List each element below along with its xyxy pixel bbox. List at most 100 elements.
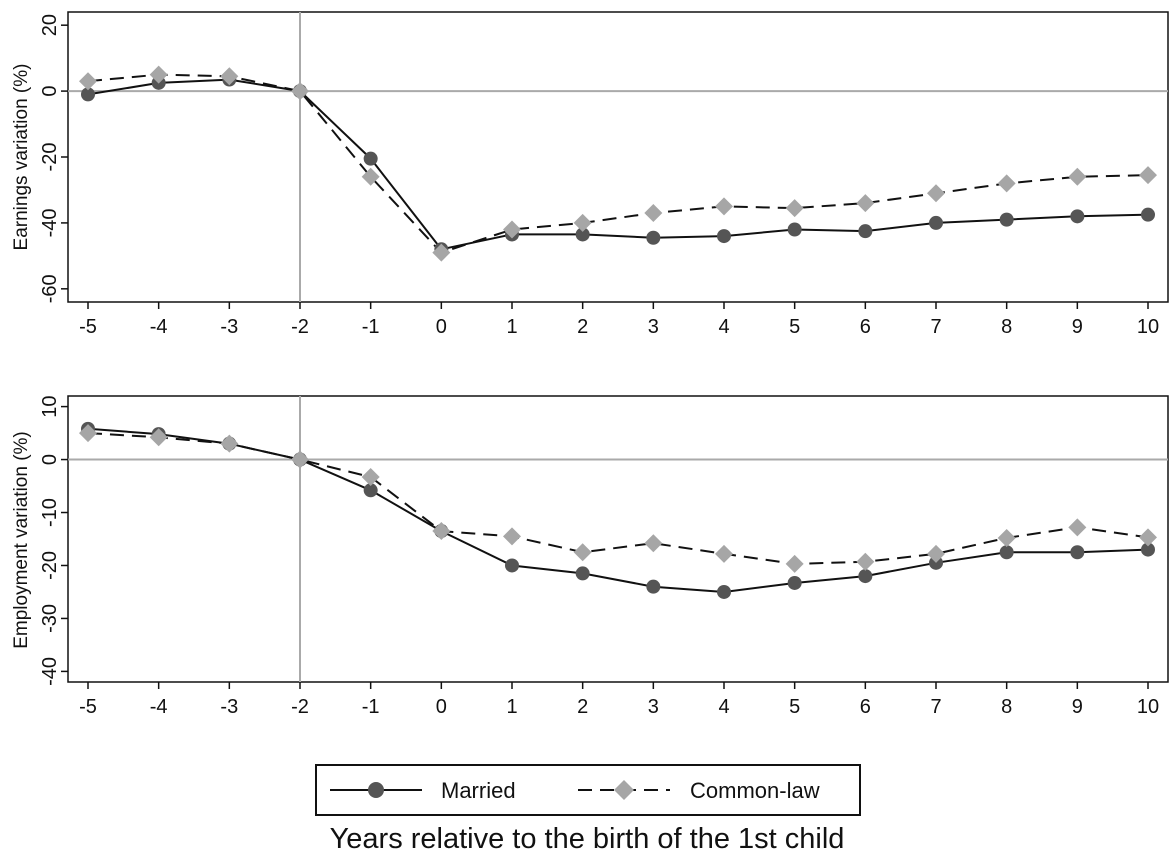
earnings-series-line-common-law [87, 73, 1149, 254]
employment-x-tick-label: 0 [436, 696, 447, 718]
employment-y-axis-title: Employment variation (%) [11, 431, 32, 649]
employment-x-tick-label: -5 [79, 696, 97, 718]
employment-x-tick-label: 7 [930, 696, 941, 718]
employment-point-common-law [644, 534, 663, 553]
earnings-y-axis-title: Earnings variation (%) [11, 64, 32, 251]
earnings-x-tick-label: 7 [930, 316, 941, 338]
earnings-point-common-law [432, 243, 451, 262]
employment-point-married [858, 569, 873, 584]
employment-point-married [363, 483, 378, 498]
employment-point-common-law [1068, 518, 1087, 537]
employment-y-tick-label: -20 [39, 551, 61, 580]
earnings-point-married [81, 87, 95, 102]
employment-series-line-common-law [87, 432, 1149, 565]
earnings-panel: Earnings variation (%) -5 -4 -3 -2 -1 0 1 2 3 4 5 6… [11, 11, 1169, 338]
employment-point-married [717, 584, 731, 599]
employment-y-tick-label: 10 [39, 395, 61, 417]
employment-point-married [1070, 545, 1085, 560]
x-axis-title: Years relative to the birth of the 1st c… [330, 823, 845, 855]
employment-x-tick-label: -1 [362, 696, 380, 718]
earnings-x-tick-label: 4 [718, 316, 729, 338]
employment-series-line-married [87, 427, 1149, 594]
employment-point-married [646, 579, 661, 594]
earnings-y-tick-label: 20 [39, 14, 61, 36]
earnings-y-tick-label: -20 [39, 143, 61, 172]
earnings-point-common-law [927, 184, 945, 203]
employment-x-tick-label: 8 [1001, 696, 1012, 718]
earnings-point-married [1141, 207, 1155, 222]
employment-point-common-law [573, 543, 592, 562]
employment-point-married [999, 545, 1014, 560]
employment-x-tick-label: -4 [150, 696, 168, 718]
employment-point-common-law [291, 450, 309, 469]
employment-point-married [1141, 542, 1155, 557]
earnings-point-common-law [715, 197, 733, 216]
earnings-point-married [999, 212, 1014, 227]
earnings-point-married [787, 222, 802, 237]
employment-point-married [929, 555, 943, 570]
earnings-plot-frame [67, 11, 1169, 303]
employment-x-tick-label: 4 [718, 696, 729, 718]
employment-x-tick-label: 3 [648, 696, 659, 718]
employment-plot-frame [67, 395, 1169, 683]
employment-point-common-law [432, 522, 451, 541]
employment-panel: Employment variation (%) -5 -4 -3 -2 -1 0 1 2 3 4… [11, 395, 1169, 718]
employment-y-tick-label: 0 [39, 454, 61, 465]
employment-point-common-law [361, 468, 380, 487]
earnings-x-tick-label: 9 [1072, 316, 1083, 338]
earnings-y-tick-label: -40 [39, 208, 61, 237]
earnings-point-married [717, 229, 731, 244]
earnings-x-tick-label: -5 [79, 316, 97, 338]
employment-x-tick-label: -2 [291, 696, 309, 718]
earnings-point-common-law [361, 167, 380, 186]
employment-x-tick-label: 2 [577, 696, 588, 718]
legend-label-married: Married [441, 778, 516, 803]
earnings-point-common-law [856, 194, 875, 213]
employment-point-common-law [856, 552, 875, 571]
legend-marker-common-law [614, 780, 634, 800]
earnings-point-common-law [1139, 166, 1157, 185]
employment-x-tick-label: 10 [1137, 696, 1159, 718]
earnings-x-tick-label: 2 [577, 316, 588, 338]
earnings-x-tick-label: 0 [436, 316, 447, 338]
employment-x-tick-label: 5 [789, 696, 800, 718]
earnings-point-common-law [997, 174, 1016, 193]
earnings-x-tick-label: 5 [789, 316, 800, 338]
earnings-point-common-law [503, 220, 521, 239]
earnings-x-tick-label: 8 [1001, 316, 1012, 338]
employment-x-tick-label: 1 [506, 696, 517, 718]
employment-point-common-law [715, 544, 733, 563]
earnings-point-common-law [79, 72, 97, 91]
earnings-point-common-law [149, 65, 168, 84]
earnings-x-tick-label: 3 [648, 316, 659, 338]
employment-point-common-law [997, 528, 1016, 547]
earnings-y-tick-label: -60 [39, 274, 61, 303]
employment-point-married [575, 566, 590, 581]
employment-point-married [787, 575, 802, 590]
earnings-point-married [1070, 209, 1085, 224]
earnings-x-tick-label: -3 [220, 316, 238, 338]
earnings-x-tick-label: -1 [362, 316, 380, 338]
earnings-series-line-married [87, 78, 1149, 251]
earnings-point-married [929, 215, 943, 230]
legend-marker-married [368, 782, 384, 798]
earnings-point-married [646, 230, 661, 245]
earnings-x-tick-label: -2 [291, 316, 309, 338]
earnings-x-tick-label: 10 [1137, 316, 1159, 338]
earnings-x-tick-label: -4 [150, 316, 168, 338]
employment-point-common-law [503, 527, 521, 546]
employment-x-tick-label: -3 [220, 696, 238, 718]
legend-item-married: Married [330, 778, 516, 803]
earnings-point-common-law [573, 213, 592, 232]
employment-point-common-law [79, 424, 97, 443]
employment-point-common-law [149, 428, 168, 447]
earnings-point-married [858, 224, 873, 239]
employment-point-common-law [1139, 528, 1157, 547]
earnings-y-tick-label: 0 [39, 86, 61, 97]
legend-label-common-law: Common-law [690, 778, 820, 803]
earnings-x-tick-label: 6 [860, 316, 871, 338]
employment-point-married [505, 558, 519, 573]
employment-point-common-law [785, 554, 804, 573]
legend-item-common-law: Common-law [578, 778, 820, 803]
